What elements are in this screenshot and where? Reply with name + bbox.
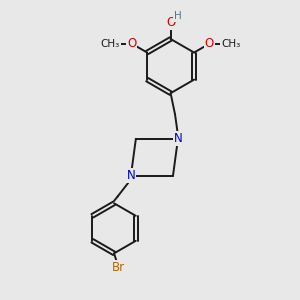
Text: H: H — [174, 11, 182, 21]
Text: CH₃: CH₃ — [101, 39, 120, 49]
Text: N: N — [174, 132, 182, 145]
Text: N: N — [127, 169, 135, 182]
Text: O: O — [166, 16, 175, 29]
Text: Br: Br — [112, 261, 125, 274]
Text: CH₃: CH₃ — [221, 39, 241, 49]
Text: O: O — [127, 37, 136, 50]
Text: O: O — [205, 37, 214, 50]
